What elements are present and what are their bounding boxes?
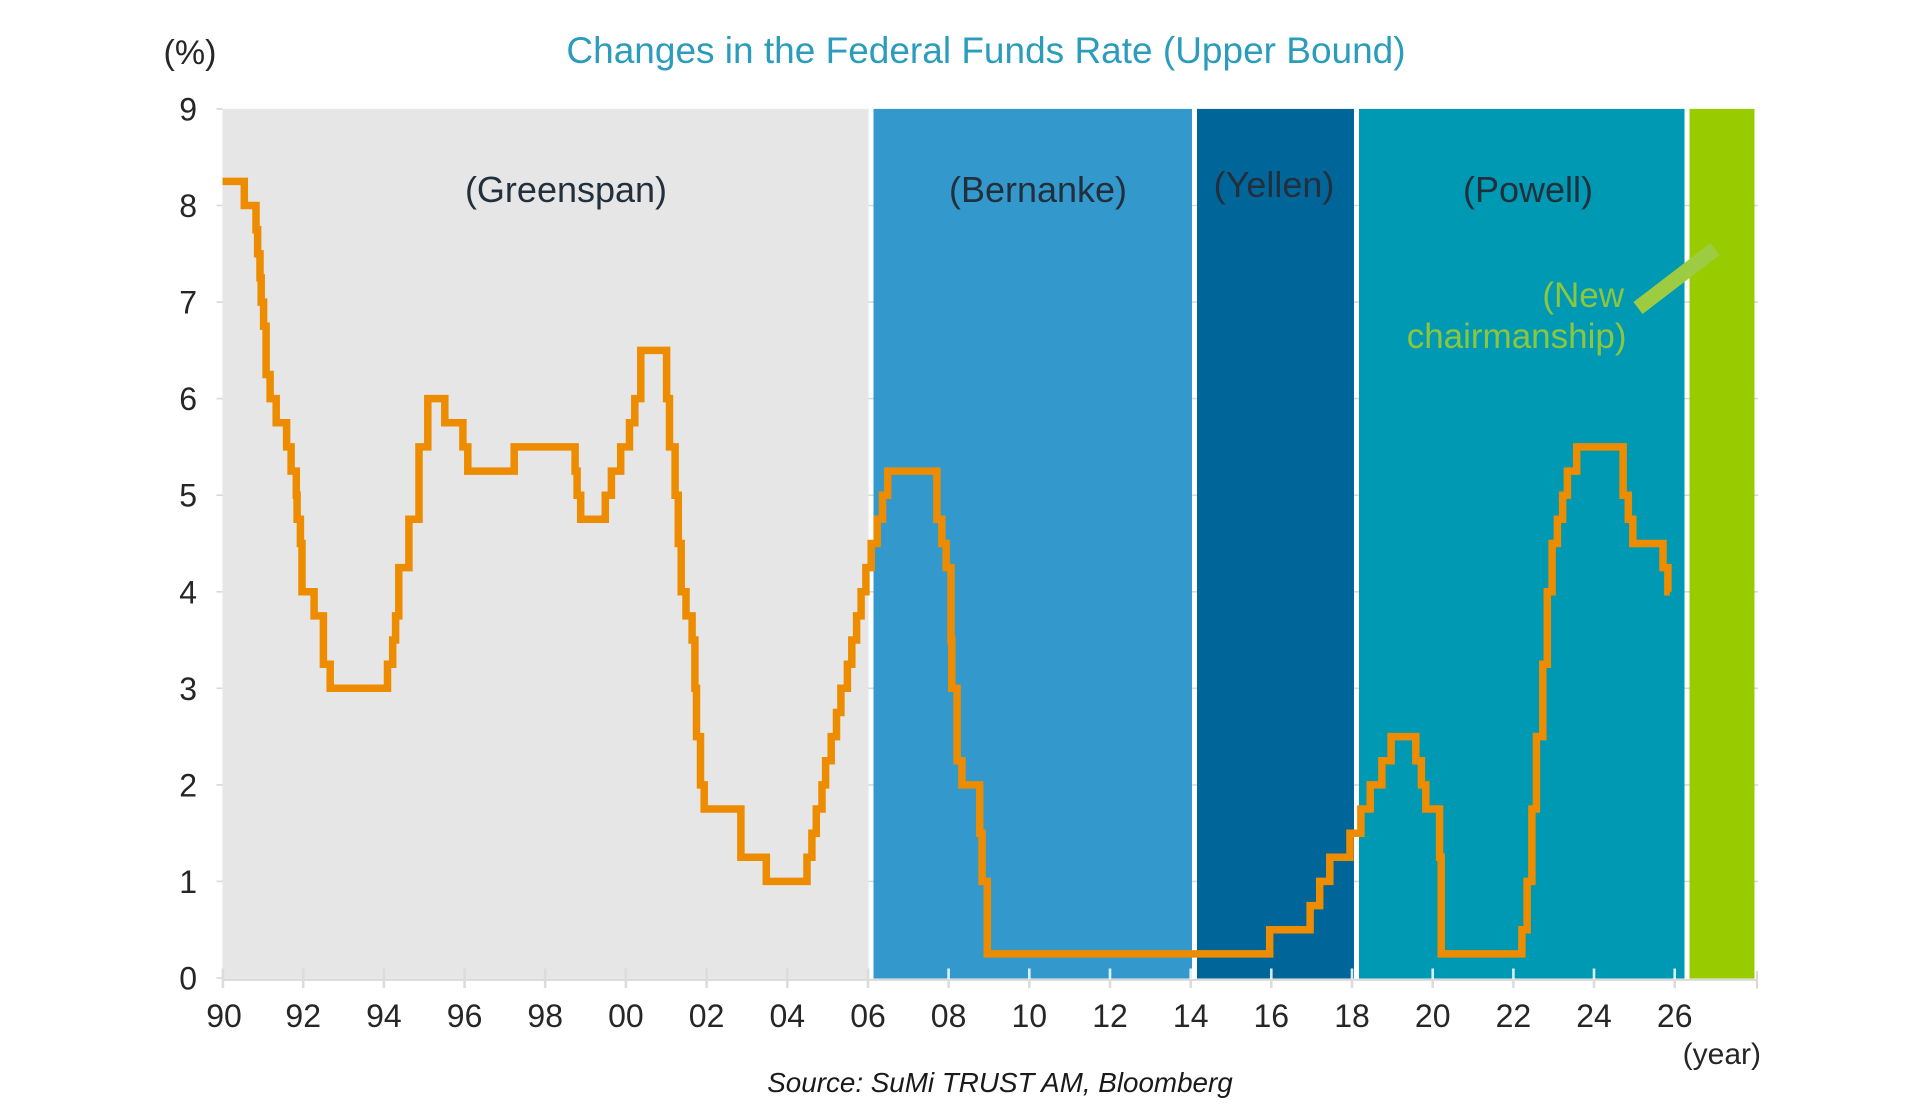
svg-text:chairmanship): chairmanship) [1407,317,1627,356]
svg-text:00: 00 [608,998,644,1034]
svg-text:3: 3 [179,671,197,707]
svg-text:6: 6 [179,381,197,417]
svg-text:96: 96 [447,998,483,1034]
svg-text:16: 16 [1254,998,1290,1034]
svg-text:0: 0 [179,961,197,997]
svg-text:7: 7 [179,285,197,321]
svg-text:8: 8 [179,188,197,224]
svg-text:(Powell): (Powell) [1463,169,1593,210]
svg-text:Changes in the Federal Funds R: Changes in the Federal Funds Rate (Upper… [566,30,1405,71]
svg-text:1: 1 [179,864,197,900]
svg-text:22: 22 [1496,998,1532,1034]
svg-text:(New: (New [1542,276,1624,315]
svg-text:(Bernanke): (Bernanke) [949,169,1127,210]
svg-text:26: 26 [1657,998,1693,1034]
svg-text:18: 18 [1334,998,1370,1034]
svg-text:10: 10 [1012,998,1048,1034]
svg-text:(%): (%) [164,34,217,72]
svg-text:(Yellen): (Yellen) [1214,164,1335,205]
svg-text:Source: SuMi TRUST AM, Bloombe: Source: SuMi TRUST AM, Bloomberg [767,1067,1233,1098]
svg-text:5: 5 [179,478,197,514]
svg-text:02: 02 [689,998,725,1034]
svg-text:04: 04 [770,998,806,1034]
svg-text:94: 94 [366,998,402,1034]
svg-text:06: 06 [850,998,886,1034]
svg-text:08: 08 [931,998,967,1034]
svg-text:92: 92 [285,998,321,1034]
svg-text:(year): (year) [1683,1038,1761,1071]
svg-text:20: 20 [1415,998,1451,1034]
svg-text:2: 2 [179,767,197,803]
svg-text:12: 12 [1092,998,1128,1034]
svg-text:90: 90 [206,998,242,1034]
svg-text:98: 98 [527,998,563,1034]
svg-text:(Greenspan): (Greenspan) [465,169,667,210]
svg-text:4: 4 [179,574,197,610]
svg-text:24: 24 [1576,998,1612,1034]
svg-text:9: 9 [179,91,197,127]
svg-text:14: 14 [1173,998,1209,1034]
